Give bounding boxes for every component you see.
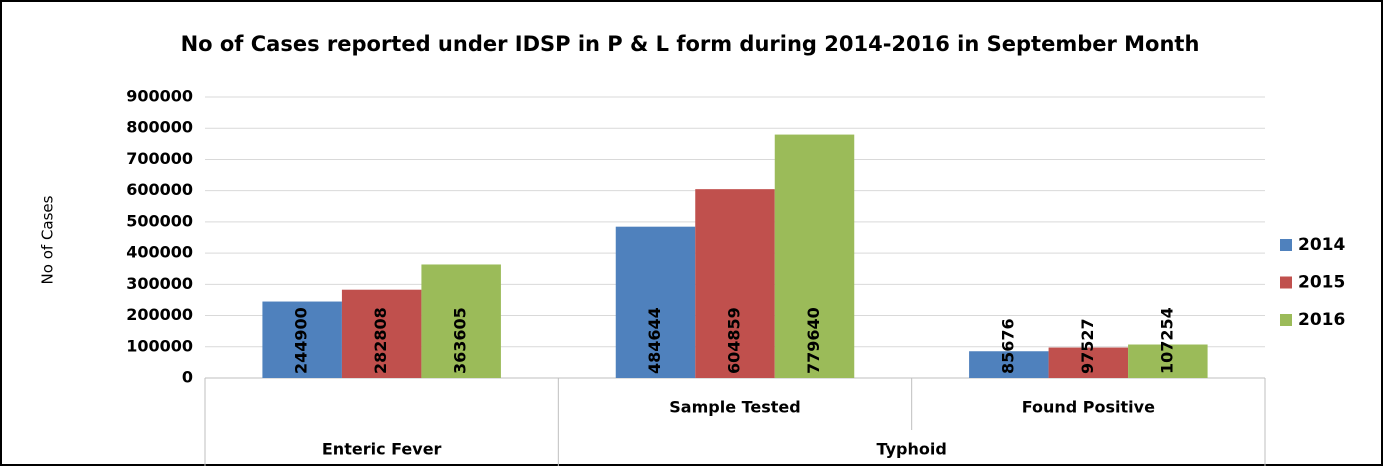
bar	[1048, 347, 1129, 378]
chart-title: No of Cases reported under IDSP in P & L…	[180, 32, 1200, 56]
bar	[695, 189, 775, 378]
x-tick-label: Found Positive	[1022, 398, 1155, 417]
value-label: 85676	[998, 318, 1017, 374]
bar	[1128, 344, 1208, 378]
bar	[421, 264, 501, 378]
value-label: 363605	[451, 307, 470, 374]
y-tick-label: 200000	[126, 305, 193, 324]
y-tick-label: 400000	[126, 243, 193, 262]
bar	[969, 351, 1049, 378]
y-tick-label: 500000	[126, 211, 193, 230]
value-label: 244900	[292, 307, 311, 374]
legend-label: 2016	[1298, 310, 1345, 330]
y-tick-label: 0	[182, 368, 193, 387]
value-label: 97527	[1078, 318, 1097, 374]
legend-swatch	[1280, 314, 1292, 326]
value-label: 484644	[645, 307, 664, 374]
bar	[615, 226, 696, 378]
value-label: 282808	[371, 307, 390, 374]
x-group-label: Enteric Fever	[322, 440, 442, 459]
x-group-label: Typhoid	[877, 440, 947, 459]
y-tick-label: 800000	[126, 118, 193, 137]
bar	[262, 301, 342, 378]
bar	[341, 289, 422, 378]
legend-label: 2015	[1298, 273, 1345, 293]
y-axis-title: No of Cases	[39, 195, 57, 284]
y-tick-label: 700000	[126, 149, 193, 168]
y-tick-label: 100000	[126, 336, 193, 355]
value-label: 107254	[1157, 307, 1176, 374]
legend-swatch	[1280, 239, 1292, 251]
legend-swatch	[1280, 276, 1292, 289]
value-label: 779640	[804, 307, 823, 374]
x-tick-label: Sample Tested	[669, 398, 800, 417]
legend-label: 2014	[1298, 235, 1345, 255]
value-label: 604859	[725, 307, 744, 374]
y-tick-label: 300000	[126, 274, 193, 293]
y-tick-label: 900000	[126, 87, 193, 106]
y-tick-label: 600000	[126, 180, 193, 199]
bar	[774, 134, 855, 378]
